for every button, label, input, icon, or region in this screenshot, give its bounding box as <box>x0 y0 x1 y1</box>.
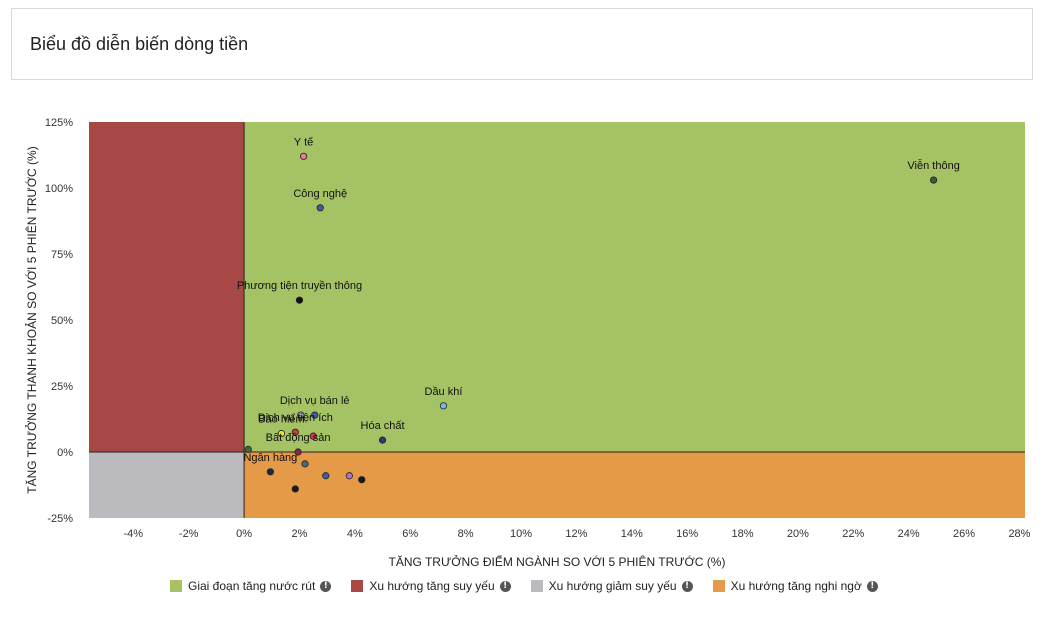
data-point <box>358 476 366 484</box>
data-point <box>345 472 353 480</box>
info-icon[interactable]: ! <box>499 580 511 592</box>
x-tick-label: 20% <box>787 528 809 540</box>
x-tick-label: -2% <box>179 528 199 540</box>
y-tick-label: 0% <box>57 447 73 459</box>
x-tick-label: 14% <box>621 528 643 540</box>
data-point <box>930 176 938 184</box>
legend-swatch <box>351 580 364 592</box>
data-point <box>439 402 448 410</box>
legend-swatch <box>170 580 182 592</box>
legend-label: Giai đoạn tăng nước rút <box>188 579 316 593</box>
data-point <box>378 436 387 444</box>
x-tick-label: 12% <box>565 528 587 540</box>
data-label: Dầu khí <box>425 386 463 398</box>
data-label: Bảo hiểm <box>258 414 304 426</box>
x-tick-label: 26% <box>953 528 975 540</box>
y-tick-label: 50% <box>51 315 73 327</box>
x-tick-label: 24% <box>898 528 920 540</box>
page-title: Biểu đồ diễn biến dòng tiền <box>30 34 249 54</box>
data-point <box>244 445 252 453</box>
quadrant-0 <box>244 122 1026 452</box>
x-tick-label: 2% <box>292 528 308 540</box>
legend-item-2[interactable]: Xu hướng giảm suy yếu ! <box>530 579 693 593</box>
data-point <box>322 472 330 480</box>
data-point <box>316 204 324 212</box>
x-tick-label: 6% <box>402 528 418 540</box>
data-point <box>311 411 319 419</box>
x-tick-label: 22% <box>842 528 864 540</box>
data-label: Bất động sản <box>266 432 331 444</box>
data-point <box>309 432 317 440</box>
chart-card-header: Biểu đồ diễn biến dòng tiền <box>11 8 1033 80</box>
data-label: Y tế <box>294 136 313 148</box>
y-tick-label: 25% <box>51 381 73 393</box>
legend-label: Xu hướng tăng suy yếu <box>369 579 495 593</box>
data-label: Viễn thông <box>907 159 959 172</box>
y-tick-label: 125% <box>45 117 73 129</box>
chart-legend: Giai đoạn tăng nước rút ! Xu hướng tăng … <box>170 576 898 596</box>
legend-item-1[interactable]: Xu hướng tăng suy yếu ! <box>351 579 511 593</box>
data-label: Hóa chất <box>361 420 405 432</box>
legend-label: Xu hướng giảm suy yếu <box>548 579 677 593</box>
x-tick-label: 16% <box>676 528 698 540</box>
legend-item-0[interactable]: Giai đoạn tăng nước rút ! <box>170 579 332 593</box>
legend-swatch <box>530 580 543 592</box>
legend-swatch <box>712 580 725 592</box>
y-tick-label: 75% <box>51 249 73 261</box>
x-tick-label: 18% <box>732 528 754 540</box>
data-point <box>294 448 302 456</box>
quadrant-3 <box>244 452 1026 518</box>
data-point <box>266 468 274 476</box>
y-axis-label: TĂNG TRƯỞNG THANH KHOẢN SO VỚI 5 PHIÊN T… <box>24 146 39 493</box>
quadrant-1 <box>89 122 245 452</box>
x-tick-label: 10% <box>510 528 532 540</box>
data-point <box>277 429 286 438</box>
x-axis-label: TĂNG TRƯỞNG ĐIỂM NGÀNH SO VỚI 5 PHIÊN TR… <box>389 554 726 569</box>
data-label: Ngân hàng <box>243 452 297 464</box>
data-point <box>301 460 309 468</box>
info-icon[interactable]: ! <box>866 580 878 592</box>
info-icon[interactable]: ! <box>320 580 332 592</box>
x-tick-label: -4% <box>124 528 144 540</box>
x-tick-label: 0% <box>236 528 252 540</box>
data-point <box>300 152 308 160</box>
x-tick-label: 28% <box>1008 528 1030 540</box>
data-label: Phương tiện truyền thông <box>237 280 362 292</box>
data-label: Công nghệ <box>293 188 347 200</box>
y-tick-label: 100% <box>45 183 73 195</box>
quadrant-2 <box>89 452 245 518</box>
data-label: Dịch vụ bán lẻ <box>280 395 350 407</box>
data-point <box>297 411 305 419</box>
legend-label: Xu hướng tăng nghi ngờ <box>730 579 862 593</box>
x-tick-label: 8% <box>458 528 474 540</box>
y-tick-label: -25% <box>47 513 73 525</box>
data-point <box>295 296 304 304</box>
data-point <box>291 428 299 436</box>
data-label: Dịch vụ tiện ích <box>258 412 333 424</box>
data-point <box>291 485 299 493</box>
legend-item-3[interactable]: Xu hướng tăng nghi ngờ ! <box>712 579 878 593</box>
x-tick-label: 4% <box>347 528 363 540</box>
info-icon[interactable]: ! <box>681 580 693 592</box>
